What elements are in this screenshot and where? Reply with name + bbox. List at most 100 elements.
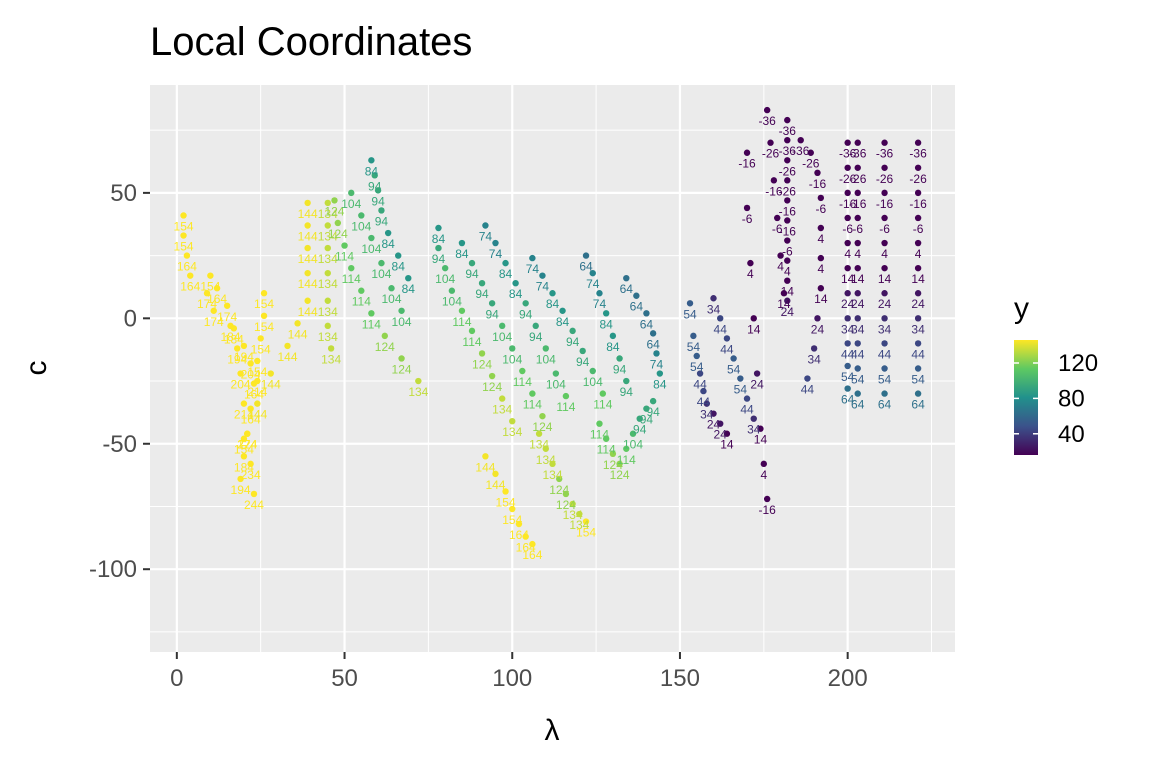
data-point [763, 106, 771, 114]
data-point [609, 450, 617, 458]
data-label: 24 [811, 322, 825, 336]
data-point [780, 290, 788, 297]
data-point [515, 520, 523, 528]
y-tick-label: 0 [124, 305, 137, 332]
data-point [509, 505, 516, 513]
data-label: 94 [566, 335, 580, 349]
data-point [784, 297, 791, 304]
data-label: 54 [911, 373, 925, 387]
data-point [854, 239, 861, 247]
data-label: 94 [529, 330, 543, 344]
data-point [348, 264, 355, 272]
data-point [250, 490, 258, 498]
data-label: -36 [876, 147, 894, 161]
data-label: 34 [807, 352, 821, 366]
data-label: 64 [620, 282, 634, 296]
data-label: 134 [318, 229, 338, 243]
data-label: 4 [777, 260, 784, 274]
data-label: 34 [841, 322, 855, 336]
data-point [784, 277, 791, 284]
data-label: 64 [841, 393, 855, 407]
data-label: 64 [878, 398, 892, 412]
data-label: 144 [247, 408, 267, 422]
data-label: 144 [288, 327, 308, 341]
data-point [368, 310, 375, 317]
data-label: 4 [747, 267, 754, 281]
data-label: 94 [475, 287, 489, 301]
data-label: -36 [839, 147, 857, 161]
data-point [378, 207, 385, 214]
data-label: 44 [693, 378, 707, 392]
data-point [914, 290, 922, 297]
data-label: 84 [365, 164, 379, 178]
data-point [750, 315, 757, 322]
data-label: 124 [532, 420, 552, 434]
data-point [914, 315, 922, 322]
data-point [458, 307, 466, 314]
data-label: 44 [740, 403, 754, 417]
data-label: -26 [876, 172, 894, 186]
data-label: 154 [174, 240, 194, 254]
data-point [760, 460, 768, 468]
data-label: 134 [529, 438, 549, 452]
data-point [914, 189, 922, 197]
data-label: 44 [878, 347, 892, 361]
data-point [348, 189, 355, 197]
data-label: 184 [224, 332, 244, 346]
data-point [247, 460, 254, 468]
data-point [743, 149, 751, 156]
data-label: 64 [851, 398, 865, 412]
data-label: 4 [844, 247, 851, 261]
data-label: 114 [335, 250, 354, 264]
data-label: 204 [241, 367, 261, 381]
data-point [914, 390, 922, 397]
data-label: 124 [556, 498, 576, 512]
data-point [596, 420, 603, 427]
data-label: 54 [851, 373, 865, 387]
data-label: 84 [432, 232, 446, 246]
data-point [498, 322, 506, 330]
data-point [881, 315, 888, 322]
data-label: 154 [174, 219, 194, 233]
data-point [492, 239, 499, 247]
data-label: 44 [697, 395, 711, 409]
data-point [747, 259, 754, 267]
data-label: 94 [613, 362, 627, 376]
data-point [784, 136, 791, 144]
data-point [616, 460, 623, 468]
data-label: 14 [747, 322, 761, 336]
data-label: 124 [610, 468, 630, 482]
data-point [368, 157, 375, 164]
data-label: 24 [707, 418, 721, 432]
data-point [388, 285, 395, 292]
data-point [881, 189, 888, 197]
data-label: 44 [841, 347, 855, 361]
data-point [609, 332, 617, 340]
data-point [532, 322, 539, 330]
data-label: 64 [640, 317, 654, 331]
data-point [643, 405, 650, 412]
data-label: 114 [593, 398, 612, 412]
legend-colorbar [1014, 340, 1038, 455]
data-point [358, 212, 365, 219]
data-label: -16 [779, 204, 797, 218]
data-label: 94 [640, 413, 654, 427]
data-point [807, 149, 814, 156]
data-point [519, 367, 526, 375]
data-label: -6 [852, 222, 863, 236]
data-label: 104 [381, 292, 401, 306]
data-point [488, 372, 496, 380]
data-point [415, 377, 422, 385]
data-label: 94 [375, 214, 389, 228]
data-label: 144 [475, 460, 495, 474]
data-label: 14 [754, 433, 768, 447]
data-label: 114 [352, 295, 371, 309]
data-point [653, 350, 660, 357]
data-label: 44 [801, 383, 815, 397]
data-label: 164 [244, 388, 264, 402]
data-label: 114 [617, 453, 636, 467]
data-label: 54 [878, 373, 892, 387]
data-label: 74 [650, 357, 664, 371]
data-point [784, 237, 791, 244]
data-labels: 1541541641641741741841942042141541641741… [174, 114, 928, 562]
